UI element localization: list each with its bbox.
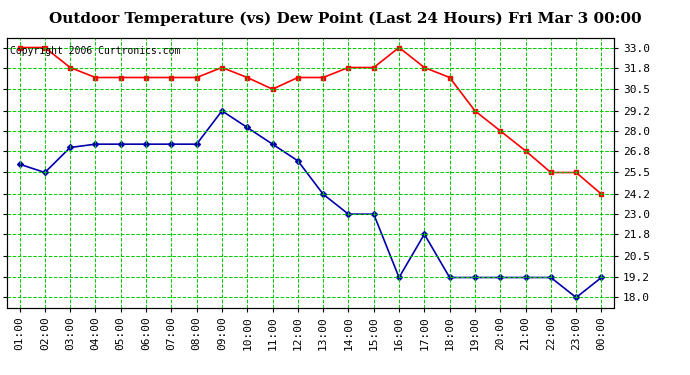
Text: Outdoor Temperature (vs) Dew Point (Last 24 Hours) Fri Mar 3 00:00: Outdoor Temperature (vs) Dew Point (Last… xyxy=(49,11,641,26)
Text: Copyright 2006 Curtronics.com: Copyright 2006 Curtronics.com xyxy=(10,46,180,56)
